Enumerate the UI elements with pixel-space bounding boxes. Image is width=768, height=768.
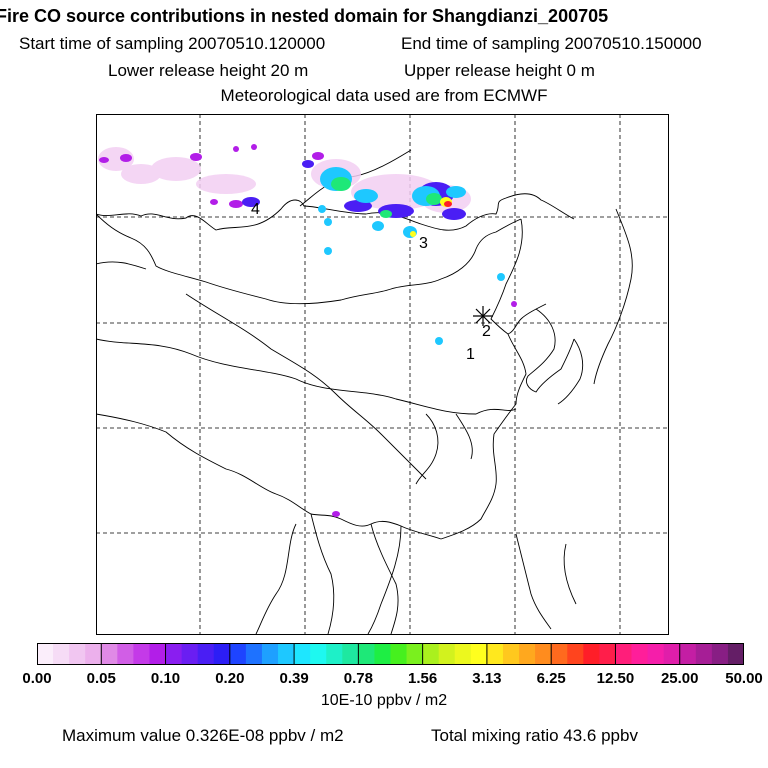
colorbar-cell [261, 643, 279, 665]
colorbar-frame [37, 643, 744, 665]
colorbar-cell [149, 643, 166, 665]
colorbar-cell [326, 643, 343, 665]
coastlines-borders [96, 149, 633, 635]
colorbar-cell [53, 643, 70, 665]
colorbar-cell [374, 643, 391, 665]
colorbar-cell [406, 643, 424, 665]
colorbar-tick-label: 6.25 [536, 670, 566, 687]
colorbar-tick-label: 12.50 [596, 670, 635, 687]
colorbar-cell [615, 643, 632, 665]
colorbar-cell [358, 643, 375, 665]
colorbar-cell [438, 643, 456, 665]
colorbar-cell [679, 643, 697, 665]
colorbar-tick-label: 0.39 [279, 670, 309, 687]
colorbar-cell [519, 643, 536, 665]
colorbar-cell [245, 643, 263, 665]
colorbar-cell [663, 643, 681, 665]
colorbar-cell [165, 643, 183, 665]
total-mixing-ratio-label: Total mixing ratio 43.6 ppbv [431, 726, 638, 745]
marker-label-1: 1 [466, 346, 475, 363]
colorbar-cell [727, 643, 744, 665]
colorbar-cell [181, 643, 199, 665]
map-title: Fire CO source contributions in nested d… [0, 6, 609, 26]
colorbar-tick-label: 0.20 [215, 670, 245, 687]
colorbar-cell [133, 643, 150, 665]
colorbar-cell [502, 643, 520, 665]
colorbar-cell [310, 643, 327, 665]
colorbar-tick-label: 0.05 [86, 670, 116, 687]
colorbar-cell [390, 643, 407, 665]
colorbar-unit-label: 10E-10 ppbv / m2 [320, 692, 448, 709]
marker-label-3: 3 [419, 235, 428, 252]
colorbar-cell [470, 643, 488, 665]
colorbar-cell [278, 643, 295, 665]
end-time-label: End time of sampling 20070510.150000 [401, 34, 702, 53]
colorbar-cell [85, 643, 102, 665]
colorbar-cell [117, 643, 134, 665]
receptor-marker [473, 306, 493, 326]
marker-label-4: 4 [251, 201, 260, 218]
colorbar-tick-label: 0.00 [22, 670, 52, 687]
colorbar-cell [37, 643, 54, 665]
colorbar-tick-label: 3.13 [472, 670, 502, 687]
maximum-value-label: Maximum value 0.326E-08 ppbv / m2 [62, 726, 344, 745]
colorbar-cell [454, 643, 472, 665]
colorbar-cell [535, 643, 552, 665]
colorbar-cell [486, 643, 504, 665]
colorbar-cell [551, 643, 568, 665]
colorbar-cell [711, 643, 729, 665]
met-data-label: Meteorological data used are from ECMWF [220, 86, 548, 105]
colorbar-cell [229, 643, 247, 665]
colorbar-tick-label: 0.10 [150, 670, 181, 687]
colorbar-cell [101, 643, 118, 665]
colorbar-cell [422, 643, 440, 665]
colorbar-cell [197, 643, 215, 665]
colorbar-cell [294, 643, 311, 665]
source-contribution-field [98, 144, 517, 517]
colorbar-cell [695, 643, 713, 665]
colorbar-cell [213, 643, 231, 665]
colorbar [37, 643, 744, 665]
colorbar-tick-label: 25.00 [660, 670, 699, 687]
lower-release-height-label: Lower release height 20 m [108, 61, 309, 80]
graticule [96, 114, 669, 635]
colorbar-tick-label: 0.78 [343, 670, 373, 687]
colorbar-cell [567, 643, 584, 665]
map-panel: 1 2 3 4 [96, 114, 669, 635]
colorbar-cell [342, 643, 359, 665]
colorbar-cell [647, 643, 665, 665]
colorbar-cell [599, 643, 616, 665]
colorbar-tick-label: 50.00 [725, 670, 763, 687]
start-time-label: Start time of sampling 20070510.120000 [19, 34, 326, 53]
colorbar-tick-label: 1.56 [408, 670, 438, 687]
upper-release-height-label: Upper release height 0 m [404, 61, 595, 80]
marker-label-2: 2 [482, 323, 491, 340]
colorbar-cell [69, 643, 86, 665]
colorbar-cell [583, 643, 600, 665]
colorbar-cell [631, 643, 648, 665]
